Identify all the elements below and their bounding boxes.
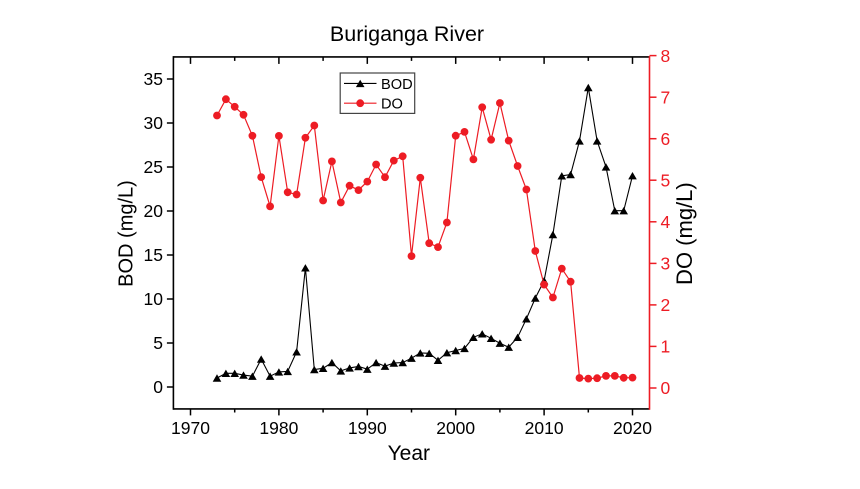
svg-text:2020: 2020 [613,418,652,438]
svg-text:20: 20 [144,201,164,221]
svg-text:Year: Year [388,442,430,465]
svg-text:1990: 1990 [348,418,387,438]
svg-text:30: 30 [144,113,164,133]
svg-text:1980: 1980 [259,418,298,438]
svg-text:35: 35 [144,69,163,89]
svg-text:2000: 2000 [436,418,475,438]
svg-text:6: 6 [661,129,671,149]
svg-text:2010: 2010 [525,418,564,438]
svg-text:5: 5 [153,333,163,353]
svg-text:2: 2 [661,295,671,315]
svg-text:8: 8 [661,46,671,66]
svg-text:1970: 1970 [171,418,210,438]
svg-text:DO: DO [381,97,403,113]
svg-text:0: 0 [661,378,671,398]
svg-text:10: 10 [144,289,164,309]
svg-text:25: 25 [144,157,163,177]
svg-text:0: 0 [153,377,163,397]
svg-text:Buriganga River: Buriganga River [330,22,484,46]
svg-text:15: 15 [144,245,163,265]
svg-text:DO (mg/L): DO (mg/L) [672,182,697,285]
svg-text:BOD: BOD [381,77,413,93]
svg-text:7: 7 [661,87,671,107]
svg-text:5: 5 [661,170,671,190]
svg-text:3: 3 [661,254,671,274]
svg-text:4: 4 [661,212,671,232]
svg-text:1: 1 [661,337,671,357]
svg-text:BOD (mg/L): BOD (mg/L) [116,180,138,287]
